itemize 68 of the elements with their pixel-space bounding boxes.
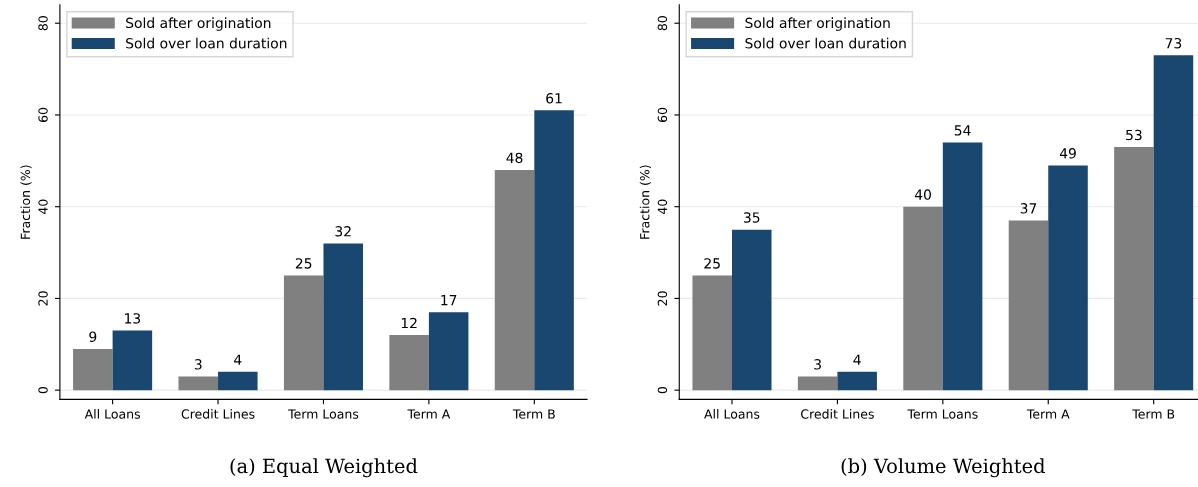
legend-label: Sold after origination <box>126 17 271 31</box>
x-tick-label: Credit Lines <box>181 409 255 419</box>
legend-label: Sold over loan duration <box>126 37 287 49</box>
data-label: 49 <box>1059 148 1076 159</box>
data-label: 37 <box>1020 203 1037 214</box>
data-label: 17 <box>441 295 457 306</box>
bar <box>692 275 732 391</box>
y-tick-label: 20 <box>657 291 668 306</box>
legend-label: Sold after origination <box>745 17 890 31</box>
bar <box>389 335 429 391</box>
y-tick-label: 80 <box>657 16 668 31</box>
bar <box>73 348 113 391</box>
data-label: 4 <box>853 354 861 365</box>
data-label: 53 <box>1126 129 1142 141</box>
bar <box>534 110 574 391</box>
data-label: 35 <box>743 212 760 223</box>
y-tick-label: 0 <box>657 387 668 394</box>
bar <box>283 275 324 391</box>
data-label: 3 <box>194 359 202 370</box>
x-tick-label: Term Loans <box>907 409 978 419</box>
x-tick-label: Term A <box>1026 409 1070 419</box>
data-label: 9 <box>89 331 97 343</box>
data-label: 3 <box>814 359 821 370</box>
bar <box>218 371 258 391</box>
y-tick-label: 40 <box>657 199 668 215</box>
y-tick-label: 0 <box>38 387 48 394</box>
data-label: 73 <box>1165 37 1182 49</box>
data-label: 13 <box>125 313 141 324</box>
data-label: 32 <box>335 226 351 237</box>
bar <box>1114 147 1154 391</box>
text: (a) Equal Weighted <box>230 458 418 478</box>
data-label: 25 <box>704 258 720 269</box>
y-tick-label: 40 <box>38 199 48 215</box>
y-tick-label: 20 <box>38 291 48 306</box>
bar <box>323 243 363 391</box>
y-axis-title: Fraction (%) <box>639 165 651 239</box>
bar <box>112 330 153 391</box>
bar <box>942 142 983 391</box>
bar <box>837 371 877 391</box>
x-tick-label: Term B <box>512 409 555 419</box>
bar <box>428 312 469 391</box>
data-label: 54 <box>954 125 971 136</box>
data-label: 61 <box>546 93 562 104</box>
legend-label: Sold over loan duration <box>745 37 906 49</box>
bar <box>797 376 838 391</box>
bar <box>1008 220 1049 391</box>
x-tick-label: All Loans <box>704 409 760 419</box>
bar <box>494 170 535 391</box>
x-tick-label: Credit Lines <box>801 409 874 419</box>
data-label: 4 <box>234 354 242 365</box>
bar <box>903 206 943 391</box>
bar <box>1153 55 1194 391</box>
y-axis-title: Fraction (%) <box>20 165 32 239</box>
bar <box>178 376 219 391</box>
y-tick-label: 60 <box>38 107 48 123</box>
data-label: 25 <box>295 258 312 269</box>
y-tick-label: 80 <box>38 16 48 31</box>
bar <box>1048 165 1088 391</box>
data-label: 48 <box>506 152 523 164</box>
text: (b) Volume Weighted <box>841 458 1046 478</box>
x-tick-label: Term A <box>407 409 451 419</box>
bar <box>731 229 772 391</box>
x-tick-label: Term Loans <box>288 409 359 419</box>
data-label: 12 <box>401 317 417 329</box>
x-tick-label: Term B <box>1132 409 1175 419</box>
y-tick-label: 60 <box>657 107 668 123</box>
x-tick-label: All Loans <box>84 409 140 419</box>
data-label: 40 <box>914 189 931 200</box>
